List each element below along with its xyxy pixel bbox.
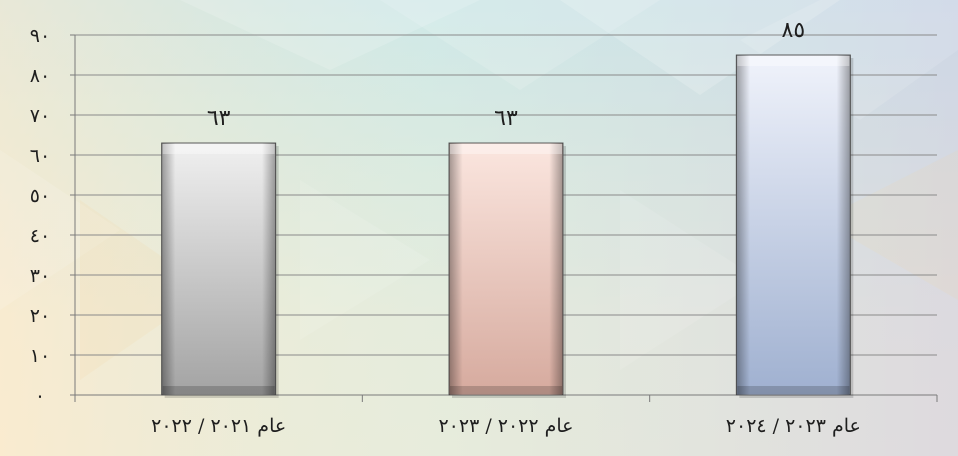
bar-bevel-sides xyxy=(736,55,851,395)
bar-bevel-bottom xyxy=(162,386,275,394)
y-tick-label: ٦٠ xyxy=(30,145,50,167)
bar-group xyxy=(448,142,566,398)
y-tick-label: ٥٠ xyxy=(30,185,50,207)
bar-bevel-top xyxy=(450,144,562,154)
x-category-label: عام ٢٠٢٣ / ٢٠٢٤ xyxy=(726,415,861,437)
y-tick-label: ٩٠ xyxy=(30,25,50,47)
bar-bevel-top xyxy=(162,144,275,154)
y-axis: ٠ ١٠ ٢٠ ٣٠ ٤٠ ٥٠ ٦٠ ٧٠ ٨٠ ٩٠ xyxy=(30,25,76,407)
data-label: ٨٥ xyxy=(782,18,806,43)
bar-bevel-sides xyxy=(449,143,563,395)
x-category-label: عام ٢٠٢٢ / ٢٠٢٣ xyxy=(438,415,573,437)
y-tick-label: ٧٠ xyxy=(30,105,50,127)
bar-group xyxy=(161,142,279,398)
data-label: ٦٣ xyxy=(207,106,231,131)
bar-group xyxy=(735,54,854,398)
y-tick-label: ٨٠ xyxy=(30,65,50,87)
y-tick-label: ٠ xyxy=(35,385,45,407)
bar-bevel-top xyxy=(737,56,850,66)
bar-bevel-bottom xyxy=(737,386,850,394)
bar-bevel-bottom xyxy=(450,386,562,394)
y-tick-label: ٣٠ xyxy=(30,265,50,287)
bars xyxy=(161,54,854,398)
y-tick-label: ١٠ xyxy=(30,345,50,367)
x-category-label: عام ٢٠٢١ / ٢٠٢٢ xyxy=(151,415,286,437)
data-label: ٦٣ xyxy=(494,106,518,131)
bar-bevel-sides xyxy=(161,143,276,395)
data-labels: ٦٣ ٦٣ ٨٥ xyxy=(207,18,805,131)
y-tick-label: ٢٠ xyxy=(30,305,50,327)
y-tick-label: ٤٠ xyxy=(30,225,50,247)
